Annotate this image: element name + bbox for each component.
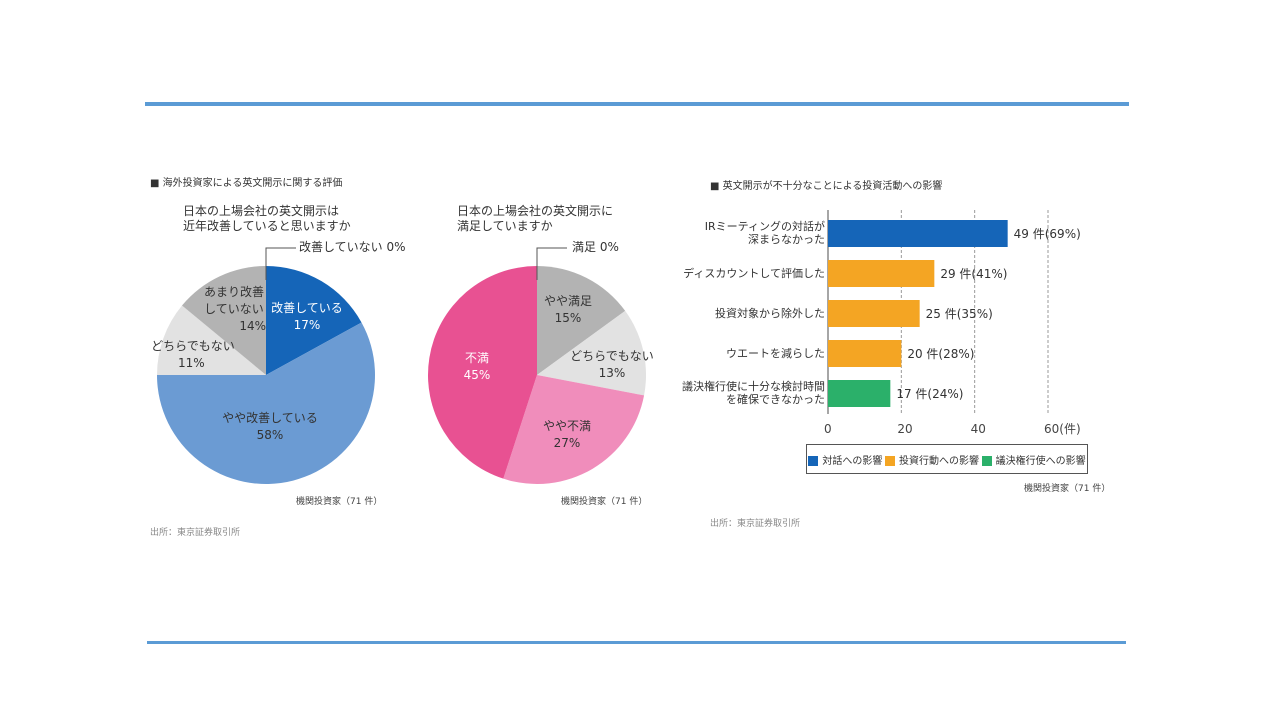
bar-category: 投資対象から除外した: [715, 307, 825, 320]
bar-value-label: 17 件(24%): [896, 387, 963, 401]
pie2-label-fuman: 不満 45%: [463, 351, 491, 382]
section-title-right: ■ 英文開示が不十分なことによる投資活動への影響: [710, 181, 943, 192]
legend-item: 対話への影響: [808, 452, 882, 467]
bar-value-label: 29 件(41%): [940, 267, 1007, 281]
pie1-label-kaizen: 改善している 17%: [271, 301, 343, 332]
legend-swatch: [884, 455, 895, 466]
pie1-callout: 改善していない 0%: [299, 240, 406, 254]
legend-item: 議決権行使への影響: [981, 452, 1086, 467]
pie1-note: 機関投資家（71 件）: [296, 497, 383, 507]
legend-swatch: [808, 455, 819, 466]
bar: [828, 260, 935, 287]
legend-item: 投資行動への影響: [884, 452, 979, 467]
bottom-divider: [147, 641, 1126, 644]
pie1-title-line1: 日本の上場会社の英文開示は: [183, 204, 340, 218]
bar-legend: 対話への影響 投資行動への影響 議決権行使への影響: [806, 444, 1088, 474]
source-right: 出所：東京証券取引所: [710, 519, 801, 529]
pie2-title-line2: 満足していますか: [457, 219, 553, 233]
pie1-slice: [157, 322, 375, 485]
pie1-callout-line: [265, 247, 296, 280]
bar: [828, 300, 920, 327]
pie1-slice: [157, 305, 266, 375]
bar: [828, 380, 891, 407]
pie2-title-line1: 日本の上場会社の英文開示に: [457, 204, 614, 218]
pie2-label-dochira: どちらでもない 13%: [570, 349, 654, 380]
pie2-slice: [537, 266, 626, 375]
pie2-callout-line: [536, 247, 567, 280]
pie1-label-yaya: やや改善している 58%: [222, 411, 318, 442]
pie1-label-dochira: どちらでもない 11%: [151, 339, 235, 370]
bar-value-label: 49 件(69%): [1014, 227, 1081, 241]
pie2-label-yaya-manzoku: やや満足 15%: [543, 294, 592, 325]
pie2-slice: [428, 266, 537, 479]
pie1-label-amari: あまり改善していない 14%: [203, 285, 266, 333]
pie1-slice: [266, 266, 362, 375]
top-divider: [145, 102, 1129, 106]
bar-category: ウエートを減らした: [726, 347, 825, 360]
bar-value-label: 25 件(35%): [926, 307, 993, 321]
bar-category: 議決権行使に十分な検討時間 を確保できなかった: [682, 380, 825, 406]
bar: [828, 340, 902, 367]
pie1-title-line2: 近年改善していると思いますか: [183, 219, 351, 233]
pie2-note: 機関投資家（71 件）: [561, 497, 648, 507]
x-tick-label: 0: [824, 422, 832, 436]
pie2-callout: 満足 0%: [572, 240, 619, 254]
x-tick-label: 20: [897, 422, 912, 436]
bar-value-label: 20 件(28%): [907, 347, 974, 361]
section-title-left: ■ 海外投資家による英文開示に関する評価: [150, 178, 343, 189]
x-tick-label: 40: [971, 422, 986, 436]
x-tick-label: 60(件): [1044, 422, 1081, 436]
bar-category: IRミーティングの対話が 深まらなかった: [704, 220, 825, 246]
source-left: 出所：東京証券取引所: [150, 528, 241, 538]
pie2-slice: [503, 375, 645, 484]
pie1-slice: [182, 266, 266, 375]
bar-note: 機関投資家（71 件）: [1024, 484, 1111, 494]
pie2-slice: [537, 310, 647, 396]
pie2-label-yaya-fuman: やや不満 27%: [542, 419, 591, 450]
bar: [828, 220, 1008, 247]
bar-category: ディスカウントして評価した: [683, 267, 825, 280]
legend-swatch: [981, 455, 992, 466]
